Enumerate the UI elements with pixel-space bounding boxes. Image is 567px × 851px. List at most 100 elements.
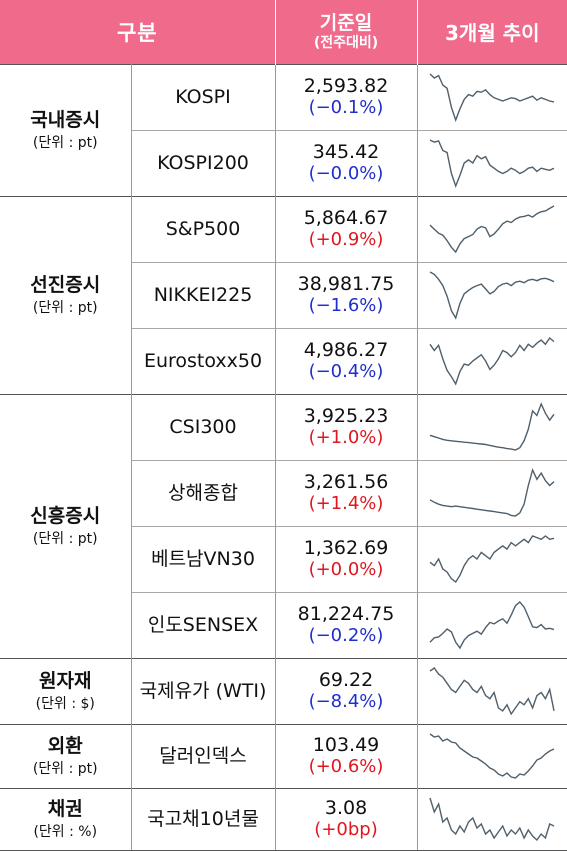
trend-cell [417,591,567,658]
table-row: 채권 (단위 : %) 국고채10년물 3.08 (+0bp) [0,787,567,851]
index-name-cell: KOSPI [131,63,276,130]
category-unit: (단위 : pt) [32,299,98,316]
weekly-change: (+0.0%) [308,559,384,580]
index-value: 345.42 [312,141,380,163]
index-name-cell: KOSPI200 [131,129,276,196]
trend-line [429,205,555,254]
weekly-change: (+0.9%) [308,229,384,250]
table-row: 인도SENSEX 81,224.75 (−0.2%) [0,591,567,658]
index-name-cell: 인도SENSEX [131,591,276,658]
header-trend: 3개월 추이 [417,0,567,64]
trend-sparkline [429,797,555,842]
weekly-change: (+1.0%) [308,427,384,448]
trend-line [429,601,555,650]
table-row: 베트남VN30 1,362.69 (+0.0%) [0,525,567,592]
category-cell: 선진증시 (단위 : pt) [0,195,132,394]
index-value: 3.08 [324,797,368,819]
trend-line [429,797,555,842]
trend-cell [417,723,567,788]
header-date-label: 기준일 [319,11,373,34]
index-name: S&P500 [165,218,241,240]
trend-cell [417,787,567,851]
value-cell: 5,864.67 (+0.9%) [275,195,418,262]
category-name: 국내증시 [30,108,101,131]
table-row: 신흥증시 (단위 : pt) CSI300 3,925.23 (+1.0%) [0,393,567,658]
weekly-change: (−8.4%) [308,691,384,712]
index-name-cell: NIKKEI225 [131,261,276,328]
trend-line [429,667,555,716]
index-name: KOSPI [175,86,231,108]
index-name: NIKKEI225 [153,284,253,306]
index-name-cell: 상해종합 [131,459,276,526]
trend-sparkline [429,667,555,716]
index-value: 69.22 [318,669,374,691]
trend-line [429,467,555,517]
value-cell: 3.08 (+0bp) [275,787,418,851]
value-cell: 1,362.69 (+0.0%) [275,525,418,592]
trend-sparkline [429,601,555,650]
index-name: 국제유가 (WTI) [139,680,267,702]
category-unit: (단위 : pt) [32,530,98,547]
index-value: 2,593.82 [303,75,389,97]
table-row: NIKKEI225 38,981.75 (−1.6%) [0,261,567,328]
category-cell: 채권 (단위 : %) [0,787,132,851]
index-name: 국고채10년물 [147,808,259,830]
weekly-change: (+0.6%) [308,756,384,777]
trend-sparkline [429,467,555,517]
value-cell: 345.42 (−0.0%) [275,129,418,196]
weekly-change: (−0.2%) [308,625,384,646]
trend-sparkline [429,336,555,386]
category-name: 선진증시 [30,273,101,296]
index-name-cell: 국제유가 (WTI) [131,657,276,724]
index-name-cell: Eurostoxx50 [131,327,276,394]
index-value: 3,925.23 [303,405,389,427]
trend-line [429,73,555,123]
category-name: 원자재 [39,669,92,692]
index-name-cell: CSI300 [131,393,276,460]
trend-sparkline [429,733,555,779]
trend-sparkline [429,139,555,189]
trend-cell [417,261,567,328]
header-trend-label: 3개월 추이 [445,21,540,46]
value-cell: 103.49 (+0.6%) [275,723,418,788]
table-row: 국내증시 (단위 : pt) KOSPI 2,593.82 (−0.1%) [0,63,567,196]
index-name: 달러인덱스 [159,745,247,767]
trend-cell [417,393,567,460]
index-name: CSI300 [169,416,237,438]
trend-cell [417,195,567,262]
index-name: Eurostoxx50 [143,350,263,372]
table-row: 외환 (단위 : pt) 달러인덱스 103.49 (+0.6%) [0,723,567,788]
table-row: 상해종합 3,261.56 (+1.4%) [0,459,567,526]
index-name: 인도SENSEX [147,614,259,636]
value-cell: 38,981.75 (−1.6%) [275,261,418,328]
weekly-change: (+1.4%) [308,493,384,514]
category-cell: 원자재 (단위 : $) [0,657,132,724]
index-name-cell: 달러인덱스 [131,723,276,788]
index-value: 5,864.67 [303,207,389,229]
trend-cell [417,129,567,196]
header-category-label: 구분 [116,20,158,45]
index-name-cell: S&P500 [131,195,276,262]
category-unit: (단위 : pt) [32,760,98,777]
trend-line [430,402,555,451]
index-name: KOSPI200 [157,152,249,174]
trend-sparkline [429,271,555,320]
value-cell: 3,261.56 (+1.4%) [275,459,418,526]
category-unit: (단위 : $) [35,695,95,712]
trend-cell [417,327,567,394]
trend-line [429,535,555,584]
category-name: 신흥증시 [30,504,101,527]
index-value: 103.49 [312,734,380,756]
table-row: 원자재 (단위 : $) 국제유가 (WTI) 69.22 (−8.4%) [0,657,567,724]
index-value: 3,261.56 [303,471,389,493]
weekly-change: (−0.4%) [308,361,384,382]
trend-sparkline [429,205,555,254]
index-value: 81,224.75 [297,603,395,625]
trend-cell [417,63,567,130]
index-name: 베트남VN30 [151,548,255,570]
index-value: 38,981.75 [297,273,395,295]
trend-sparkline [430,402,555,451]
index-name-cell: 베트남VN30 [131,525,276,592]
trend-cell [417,657,567,724]
table-row: Eurostoxx50 4,986.27 (−0.4%) [0,327,567,394]
